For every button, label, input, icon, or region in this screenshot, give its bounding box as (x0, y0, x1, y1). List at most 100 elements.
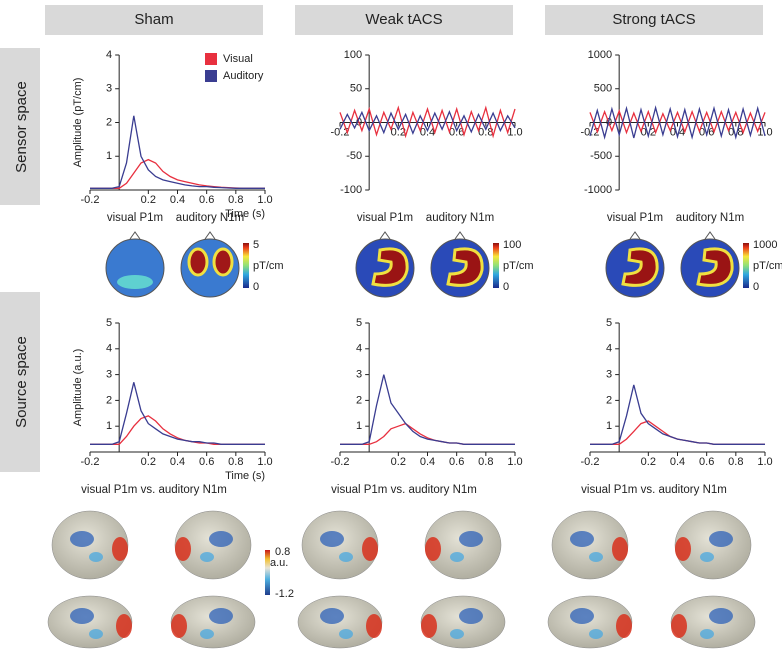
colorbar (243, 243, 249, 288)
brain-activation-neg (89, 629, 103, 639)
brain-activation-neg (589, 629, 603, 639)
brain (420, 595, 506, 649)
brain (674, 510, 752, 580)
column-header-bg (545, 5, 763, 35)
brain-activation-neg (570, 608, 594, 624)
brain-activation-neg (339, 629, 353, 639)
x-tick-label: 0.2 (391, 456, 406, 468)
head-nose (129, 231, 141, 240)
topomap-label: visual P1m (357, 212, 413, 224)
x-tick-label: 0.6 (199, 194, 214, 206)
row-label: Source space (13, 336, 30, 428)
x-tick-label: 0.6 (449, 126, 464, 138)
colorbar-unit: pT/cm (753, 260, 782, 272)
colorbar-unit: pT/cm (503, 260, 534, 272)
brain-activation-pos (366, 614, 382, 638)
topomap-label: visual P1m (607, 212, 663, 224)
brain-activation-neg (700, 629, 714, 639)
y-tick-label: 1 (356, 420, 362, 432)
x-tick-label: 0.6 (449, 456, 464, 468)
brain (424, 510, 502, 580)
topomap-blob (696, 247, 734, 287)
x-tick-label: 1.0 (757, 456, 772, 468)
head-nose (204, 231, 216, 240)
y-tick-label: 3 (106, 369, 112, 381)
y-tick-label: 2 (606, 394, 612, 406)
brain (174, 510, 252, 580)
x-tick-label: 0.6 (699, 456, 714, 468)
y-tick-label: 100 (344, 49, 362, 61)
y-tick-label: 5 (606, 317, 612, 329)
brain-activation-neg (320, 608, 344, 624)
y-tick-label: 5 (106, 317, 112, 329)
colorbar-unit: pT/cm (253, 260, 284, 272)
topomap-blob (446, 247, 484, 287)
y-tick-label: -50 (346, 150, 362, 162)
head-nose (704, 231, 716, 240)
brain-activation-pos (616, 614, 632, 638)
brain-activation-pos (425, 537, 441, 561)
colorbar (265, 550, 270, 595)
x-tick-label: 1.0 (507, 456, 522, 468)
x-axis-label: Time (s) (225, 208, 265, 220)
series-line (90, 415, 265, 445)
series-line (339, 109, 516, 136)
head-nose (379, 231, 391, 240)
topomap-label: auditory N1m (176, 212, 244, 224)
y-tick-label: 50 (350, 83, 362, 95)
brain-activation-neg (200, 552, 214, 562)
row-label-bg (0, 292, 40, 472)
head-nose (629, 231, 641, 240)
topomap-label: auditory N1m (426, 212, 494, 224)
source-map-label: visual P1m vs. auditory N1m (581, 484, 727, 496)
colorbar-min: 0 (753, 281, 759, 293)
brain-activation-neg (70, 608, 94, 624)
x-tick-label: 0.8 (728, 456, 743, 468)
series-line (90, 115, 265, 189)
row-label-bg (0, 48, 40, 205)
topomap-label: visual P1m (107, 212, 163, 224)
x-tick-label: 0.4 (170, 456, 185, 468)
brain (51, 510, 129, 580)
brain (301, 510, 379, 580)
legend-label: Visual (223, 53, 253, 65)
brain-activation-neg (700, 552, 714, 562)
x-tick-label: -0.2 (331, 126, 350, 138)
column-header-bg (45, 5, 263, 35)
topomap-blob (212, 247, 234, 277)
x-tick-label: 0.4 (670, 456, 685, 468)
source-map-label: visual P1m vs. auditory N1m (331, 484, 477, 496)
series-line (590, 420, 765, 445)
y-tick-label: 4 (606, 343, 612, 355)
x-tick-label: 0.8 (228, 456, 243, 468)
colorbar-max: 0.8 (275, 546, 290, 558)
brain (551, 510, 629, 580)
brain-activation-neg (709, 531, 733, 547)
series-line (90, 382, 265, 445)
brain (670, 595, 756, 649)
x-tick-label: 0.8 (478, 126, 493, 138)
legend-swatch (205, 70, 217, 82)
series-line (589, 105, 766, 140)
x-tick-label: 1.0 (257, 456, 272, 468)
brain-activation-pos (175, 537, 191, 561)
y-tick-label: 1000 (588, 49, 612, 61)
topomap-blob (117, 275, 153, 289)
y-tick-label: 2 (106, 394, 112, 406)
topomap-blob (187, 247, 209, 277)
x-tick-label: 0.2 (641, 456, 656, 468)
x-tick-label: 1.0 (757, 126, 772, 138)
colorbar-min: -1.2 (275, 588, 294, 600)
x-tick-label: -0.2 (331, 456, 350, 468)
x-tick-label: -0.2 (581, 456, 600, 468)
x-tick-label: 0.4 (670, 126, 685, 138)
source-map-label: visual P1m vs. auditory N1m (81, 484, 227, 496)
column-header-bg (295, 5, 513, 35)
colorbar-min: 0 (253, 281, 259, 293)
x-tick-label: 0.6 (199, 456, 214, 468)
legend-swatch (205, 53, 217, 65)
brain-activation-pos (116, 614, 132, 638)
topomap-blob (371, 247, 409, 287)
brain-activation-neg (320, 531, 344, 547)
brain (547, 595, 633, 649)
